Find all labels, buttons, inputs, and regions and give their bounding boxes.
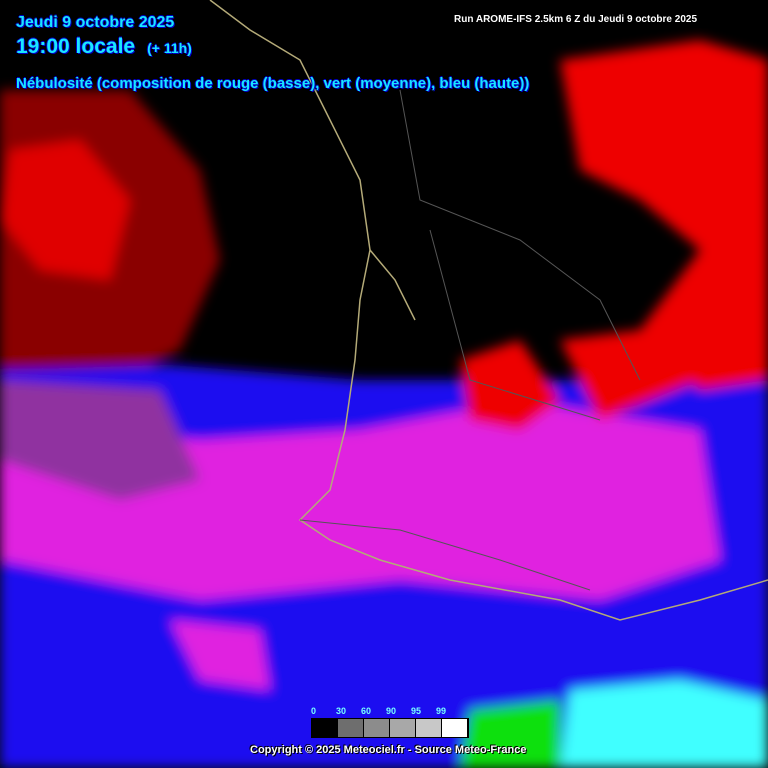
legend-label: 0 <box>311 706 317 716</box>
legend-swatch <box>390 719 416 737</box>
legend-swatch <box>416 719 442 737</box>
legend-label: 30 <box>336 706 347 716</box>
coastline <box>209 0 768 621</box>
color-legend: 0 30 60 90 95 99 <box>311 706 469 738</box>
borders <box>299 89 641 591</box>
lead-time: (+ 11h) <box>147 40 192 56</box>
legend-swatch <box>338 719 364 737</box>
legend-swatch <box>312 719 338 737</box>
legend-label: 95 <box>411 706 422 716</box>
cyan-cloud-southeast <box>560 680 768 768</box>
legend-swatch <box>364 719 390 737</box>
legend-label: 60 <box>361 706 372 716</box>
forecast-time: 19:00 locale (+ 11h) <box>16 35 192 59</box>
forecast-date: Jeudi 9 octobre 2025 <box>16 14 175 31</box>
low-cloud-east <box>560 40 768 390</box>
legend-swatch <box>442 719 468 737</box>
low-cloud-mediterranean <box>560 330 700 420</box>
low-cloud-west-core <box>0 140 130 280</box>
parameter-title: Nébulosité (composition de rouge (basse)… <box>16 75 530 92</box>
legend-label: 90 <box>386 706 397 716</box>
legend-label: 99 <box>436 706 447 716</box>
local-time: 19:00 locale <box>16 35 136 58</box>
low-cloud-south-central <box>460 340 560 430</box>
pink-patch-south <box>170 620 270 690</box>
mid-cloud-southeast <box>460 700 560 768</box>
run-info: Run AROME-IFS 2.5km 6 Z du Jeudi 9 octob… <box>448 11 768 28</box>
dark-purple-west <box>0 380 200 500</box>
copyright: Copyright © 2025 Meteociel.fr - Source M… <box>250 744 527 756</box>
